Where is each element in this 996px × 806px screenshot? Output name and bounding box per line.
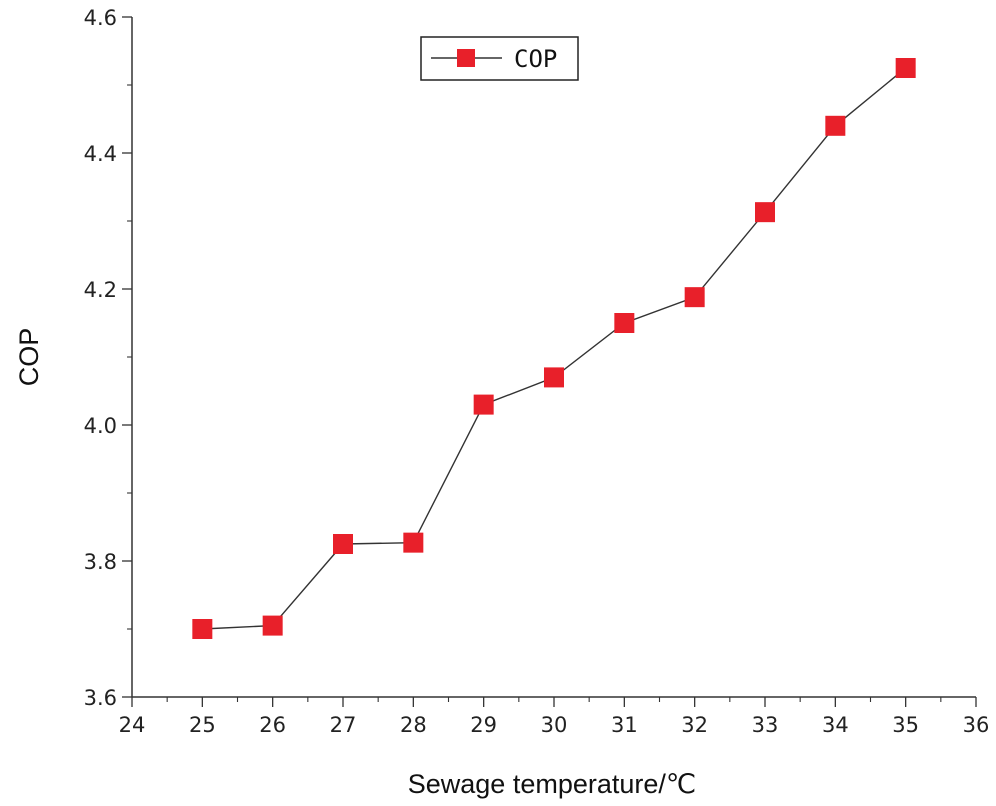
x-tick-label: 31 [611, 713, 638, 737]
y-axis-title: COP [14, 328, 44, 387]
data-point [473, 394, 494, 415]
data-point [614, 313, 635, 333]
data-point [262, 615, 283, 636]
x-tick-label: 30 [541, 713, 568, 737]
y-tick-label: 4.0 [84, 414, 117, 438]
data-point [192, 619, 213, 639]
y-tick-label: 4.6 [84, 6, 117, 30]
x-tick-label: 32 [681, 713, 708, 737]
ticks [122, 16, 977, 707]
y-tick-label: 3.8 [84, 550, 117, 574]
x-tick-label: 33 [752, 713, 779, 737]
x-tick-label: 24 [119, 713, 146, 737]
tick-labels: 24 25 26 27 28 29 30 31 32 33 34 35 36 3.6 3.8 4.0 4.2 4.… [84, 6, 990, 737]
data-point [895, 58, 916, 78]
data-point [403, 532, 424, 553]
data-point [684, 287, 705, 308]
axes [131, 17, 976, 698]
legend-marker [457, 49, 475, 67]
x-tick-label: 36 [963, 713, 990, 737]
series-line [202, 67, 907, 630]
y-tick-label: 4.4 [84, 142, 117, 166]
x-tick-label: 25 [189, 713, 216, 737]
legend-label: COP [514, 45, 557, 73]
data-point [333, 534, 353, 554]
y-tick-label: 3.6 [84, 686, 117, 710]
series-points [192, 58, 916, 639]
x-tick-label: 29 [470, 713, 497, 737]
data-point [544, 367, 564, 388]
x-tick-label: 34 [822, 713, 849, 737]
legend: COP [420, 36, 579, 81]
x-tick-label: 35 [892, 713, 919, 737]
x-tick-label: 28 [400, 713, 427, 737]
x-tick-label: 26 [259, 713, 286, 737]
data-point [825, 115, 846, 136]
x-axis-title: Sewage temperature/℃ [408, 769, 696, 799]
y-tick-label: 4.2 [84, 278, 117, 302]
x-tick-label: 27 [330, 713, 357, 737]
data-point [755, 202, 775, 223]
series-lines [202, 67, 907, 630]
